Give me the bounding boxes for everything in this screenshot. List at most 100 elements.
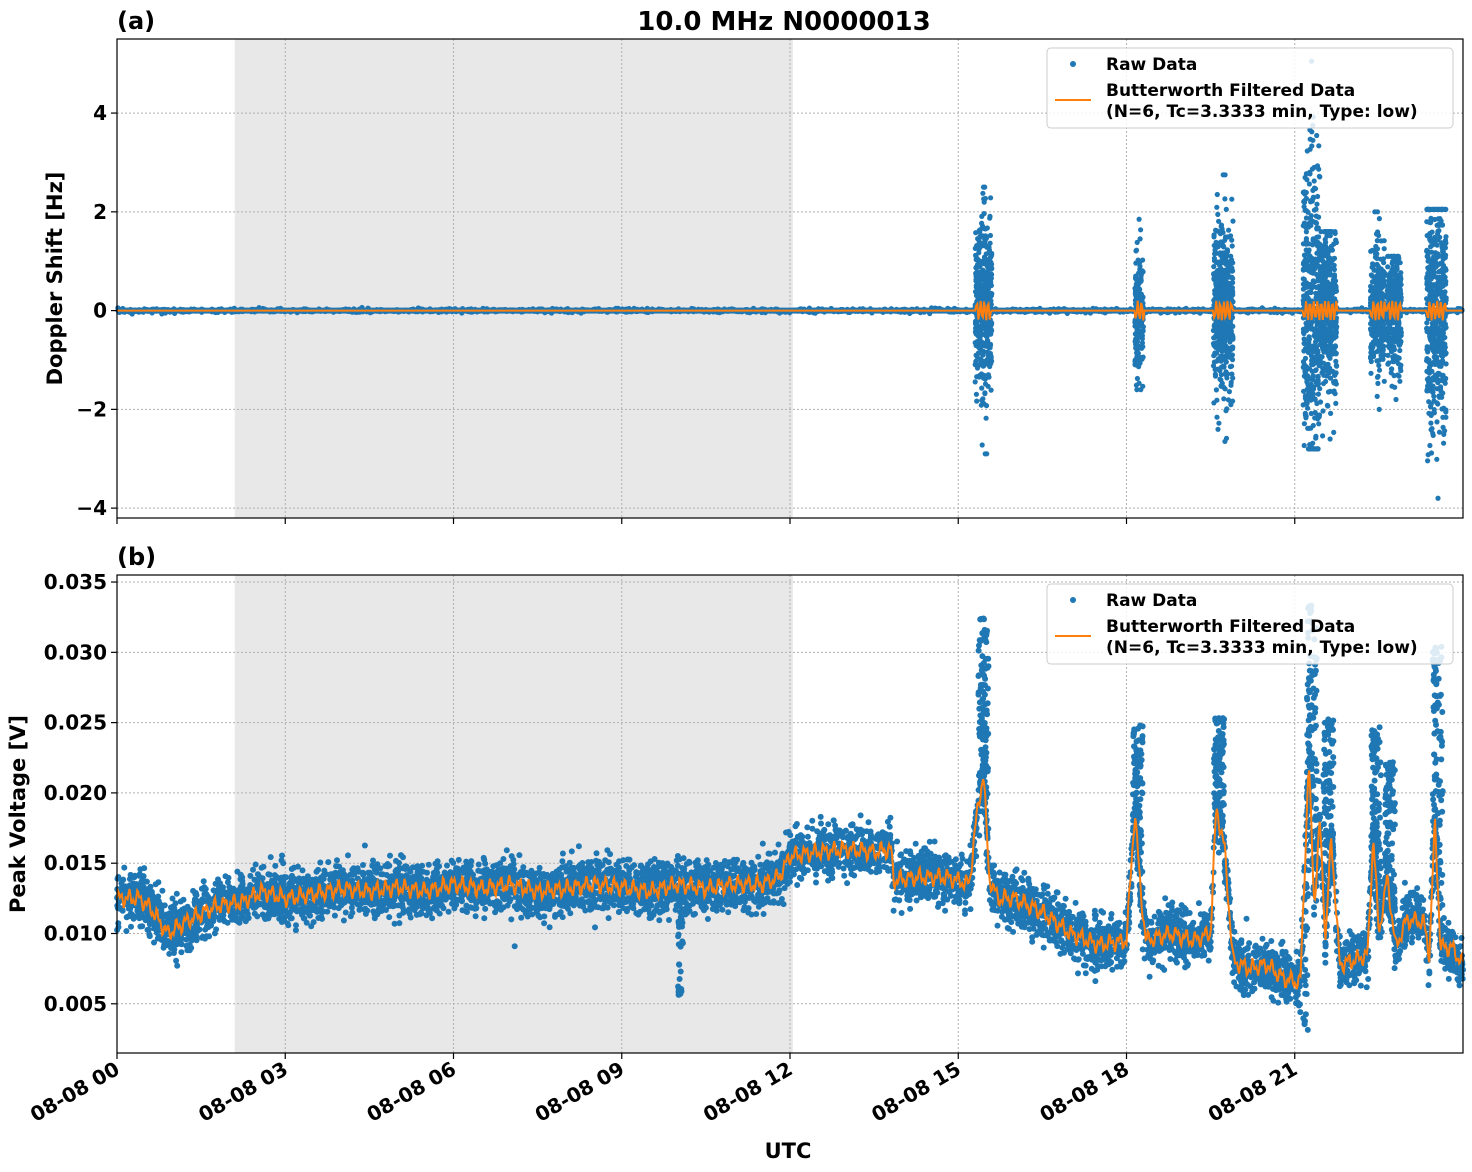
raw-data-point: [1426, 357, 1432, 363]
raw-data-point: [1304, 347, 1310, 353]
raw-data-point: [1310, 236, 1316, 242]
raw-data-point: [1313, 265, 1319, 271]
raw-data-point: [1431, 398, 1437, 404]
raw-data-point: [1375, 263, 1381, 269]
raw-data-point: [1371, 262, 1377, 268]
raw-data-point: [1437, 275, 1443, 281]
raw-data-point: [1432, 322, 1438, 328]
raw-data-point: [1229, 371, 1235, 377]
raw-data-point: [1304, 376, 1310, 382]
raw-data-point: [1211, 400, 1217, 406]
raw-data-point: [1319, 279, 1325, 285]
raw-data-point: [1328, 258, 1334, 264]
raw-data-point: [1307, 146, 1313, 152]
raw-data-point: [1318, 299, 1324, 305]
raw-data-point: [1225, 295, 1231, 301]
raw-data-point: [1430, 430, 1436, 436]
raw-data-point: [1310, 446, 1316, 452]
raw-data-point: [1215, 211, 1221, 217]
raw-data-point: [1374, 209, 1381, 215]
raw-data-point: [1211, 232, 1217, 238]
raw-data-point: [977, 229, 983, 235]
raw-data-point: [1215, 281, 1221, 287]
raw-data-point: [1213, 345, 1220, 351]
raw-data-point: [1431, 254, 1437, 260]
raw-data-point: [1389, 287, 1396, 293]
raw-data-point: [1134, 239, 1140, 245]
raw-data-point: [972, 379, 978, 385]
raw-data-point: [979, 282, 985, 288]
raw-data-point: [978, 358, 984, 364]
raw-data-point: [1369, 273, 1375, 279]
raw-data-point: [1211, 353, 1217, 359]
raw-data-point: [1303, 241, 1309, 247]
raw-data-point: [1323, 334, 1329, 340]
raw-data-point: [1442, 265, 1448, 272]
raw-data-point: [1216, 420, 1222, 426]
raw-data-point: [1332, 378, 1338, 384]
raw-data-point: [1218, 239, 1224, 245]
raw-data-point: [1215, 326, 1221, 332]
raw-data-point: [1397, 288, 1403, 294]
raw-data-point: [1211, 255, 1217, 261]
raw-data-point: [1442, 380, 1448, 386]
raw-data-point: [983, 403, 990, 409]
raw-data-point: [1333, 287, 1339, 293]
raw-data-point: [1320, 380, 1327, 387]
raw-data-point: [1372, 267, 1378, 273]
raw-data-point: [1426, 249, 1432, 256]
raw-data-point: [982, 269, 988, 275]
raw-data-point: [1218, 252, 1224, 258]
raw-data-point: [977, 272, 983, 278]
raw-data-point: [1433, 206, 1439, 212]
raw-data-point: [1393, 396, 1399, 403]
raw-data-point: [1214, 414, 1220, 420]
raw-data-point: [1214, 358, 1220, 364]
raw-data-point: [1221, 289, 1227, 295]
raw-data-point: [1332, 372, 1338, 378]
raw-data-point: [1140, 324, 1146, 330]
raw-data-point: [1322, 248, 1328, 254]
raw-data-point: [1432, 216, 1438, 223]
raw-data-point: [1312, 415, 1318, 421]
raw-data-point: [1436, 289, 1442, 295]
raw-data-point: [1301, 421, 1307, 427]
raw-data-point: [974, 365, 981, 371]
raw-data-point: [1312, 409, 1318, 416]
raw-data-point: [1396, 334, 1402, 341]
raw-data-point: [1441, 440, 1447, 446]
raw-data-point: [1214, 204, 1220, 210]
raw-data-point: [1396, 373, 1402, 379]
raw-data-point: [1229, 243, 1235, 249]
raw-data-point: [1373, 286, 1379, 293]
raw-data-point: [985, 361, 991, 367]
raw-data-point: [1310, 137, 1316, 143]
raw-data-point: [1381, 246, 1387, 252]
raw-data-point: [1222, 196, 1228, 202]
raw-data-point: [1213, 387, 1219, 393]
raw-data-point: [1331, 429, 1337, 435]
raw-data-point: [1427, 442, 1433, 449]
raw-data-point: [1439, 329, 1445, 335]
raw-data-point: [1301, 442, 1307, 449]
raw-data-point: [1137, 360, 1143, 366]
raw-data-point: [1378, 352, 1384, 359]
raw-data-point: [1226, 259, 1232, 265]
raw-data-point: [1217, 231, 1223, 237]
raw-data-point: [1304, 342, 1310, 348]
raw-data-point: [1310, 283, 1316, 289]
raw-data-point: [974, 332, 980, 338]
raw-data-point: [1313, 206, 1319, 212]
raw-data-point: [1442, 341, 1448, 347]
raw-data-point: [1214, 294, 1220, 300]
raw-data-point: [1427, 336, 1433, 342]
raw-data-point: [1376, 406, 1382, 412]
raw-data-point: [988, 195, 994, 201]
raw-data-point: [1385, 352, 1391, 358]
y-tick-label: −4: [76, 496, 107, 520]
raw-data-point: [1223, 408, 1229, 414]
raw-data-point: [1437, 268, 1443, 274]
raw-data-point: [973, 391, 980, 397]
raw-data-point: [1429, 411, 1435, 417]
